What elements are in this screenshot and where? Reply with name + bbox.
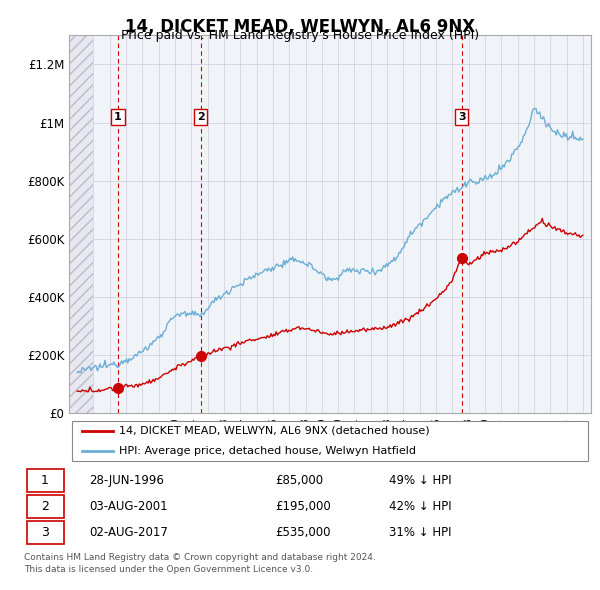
FancyBboxPatch shape bbox=[27, 470, 64, 492]
Text: 42% ↓ HPI: 42% ↓ HPI bbox=[389, 500, 451, 513]
Text: Contains HM Land Registry data © Crown copyright and database right 2024.: Contains HM Land Registry data © Crown c… bbox=[24, 553, 376, 562]
Text: 2: 2 bbox=[41, 500, 49, 513]
Text: £535,000: £535,000 bbox=[275, 526, 331, 539]
Text: HPI: Average price, detached house, Welwyn Hatfield: HPI: Average price, detached house, Welw… bbox=[119, 446, 416, 456]
Text: 14, DICKET MEAD, WELWYN, AL6 9NX: 14, DICKET MEAD, WELWYN, AL6 9NX bbox=[125, 18, 475, 36]
Text: 31% ↓ HPI: 31% ↓ HPI bbox=[389, 526, 451, 539]
Text: This data is licensed under the Open Government Licence v3.0.: This data is licensed under the Open Gov… bbox=[24, 565, 313, 573]
FancyBboxPatch shape bbox=[27, 496, 64, 518]
Bar bbox=[69, 35, 94, 413]
Text: £195,000: £195,000 bbox=[275, 500, 331, 513]
Text: 3: 3 bbox=[41, 526, 49, 539]
Text: £85,000: £85,000 bbox=[275, 474, 323, 487]
Text: 1: 1 bbox=[41, 474, 49, 487]
Text: 14, DICKET MEAD, WELWYN, AL6 9NX (detached house): 14, DICKET MEAD, WELWYN, AL6 9NX (detach… bbox=[119, 426, 429, 436]
Text: Price paid vs. HM Land Registry's House Price Index (HPI): Price paid vs. HM Land Registry's House … bbox=[121, 30, 479, 42]
Text: 49% ↓ HPI: 49% ↓ HPI bbox=[389, 474, 451, 487]
FancyBboxPatch shape bbox=[27, 522, 64, 544]
Text: 02-AUG-2017: 02-AUG-2017 bbox=[89, 526, 169, 539]
Text: 1: 1 bbox=[114, 112, 122, 122]
Text: 3: 3 bbox=[458, 112, 466, 122]
Text: 2: 2 bbox=[197, 112, 205, 122]
Text: 28-JUN-1996: 28-JUN-1996 bbox=[89, 474, 164, 487]
Text: 03-AUG-2001: 03-AUG-2001 bbox=[89, 500, 168, 513]
FancyBboxPatch shape bbox=[71, 421, 589, 461]
